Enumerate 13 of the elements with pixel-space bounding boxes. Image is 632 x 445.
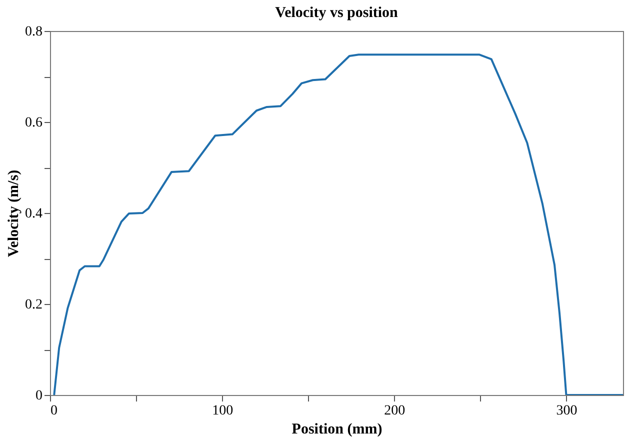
x-tick-label: 300: [556, 404, 578, 418]
x-tick-label: 100: [212, 404, 234, 418]
y-tick-label: 0.2: [25, 298, 42, 312]
x-axis-title: Position (mm): [292, 422, 382, 438]
y-tick-label: 0.6: [25, 116, 42, 130]
line-series: [53, 54, 623, 395]
chart-title: Velocity vs position: [275, 5, 399, 21]
x-tick-label: 0: [50, 404, 58, 418]
y-tick-label: 0.8: [25, 24, 42, 40]
y-tick-label: 0.4: [25, 206, 42, 222]
x-tick-label: 200: [384, 404, 406, 418]
y-axis-title: Velocity (m/s): [6, 170, 22, 258]
y-tick-label: 0: [36, 388, 42, 404]
